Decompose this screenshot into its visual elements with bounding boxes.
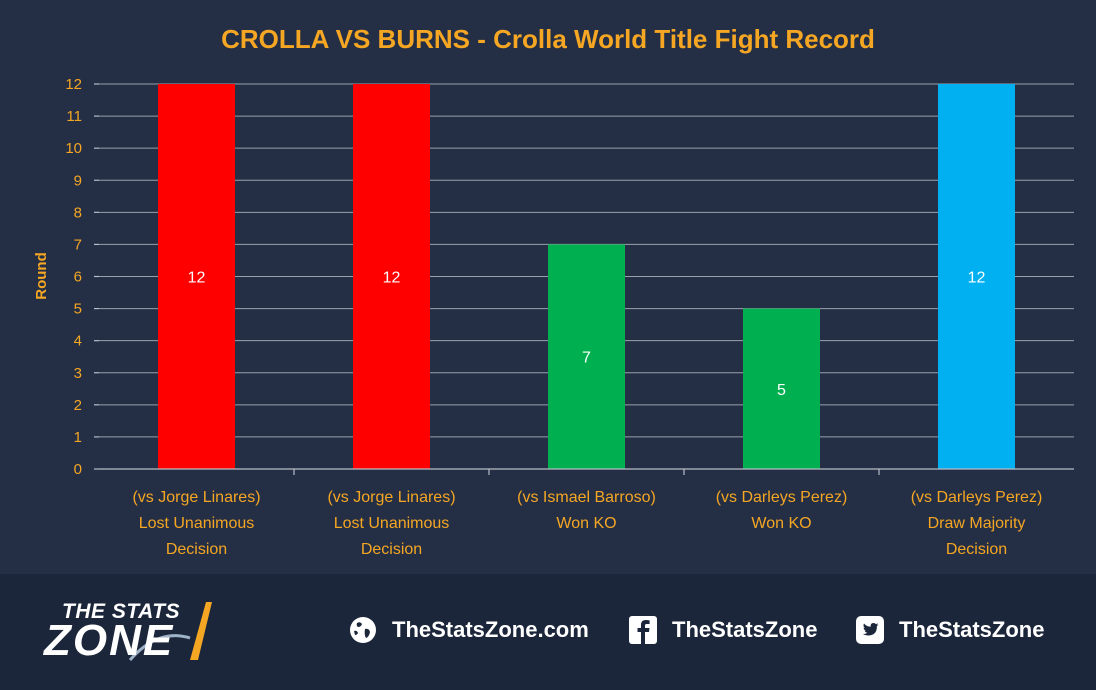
y-tick-label: 0 [74, 461, 82, 478]
x-category-label: Draw Majority [928, 515, 1026, 532]
bar-chart: CROLLA VS BURNS - Crolla World Title Fig… [33, 24, 1074, 558]
y-tick-label: 3 [74, 365, 82, 382]
bar-data-label: 12 [188, 270, 206, 287]
y-tick-label: 5 [74, 301, 82, 318]
y-tick-label: 8 [74, 204, 82, 221]
stats-zone-logo: THE STATS ZONE [40, 598, 240, 668]
y-tick-label: 7 [74, 236, 82, 253]
twitter-text: TheStatsZone [899, 617, 1045, 642]
bar [158, 84, 235, 469]
x-category-label: Decision [946, 541, 1007, 558]
y-tick-label: 6 [74, 269, 82, 286]
bar-data-label: 7 [582, 350, 591, 367]
x-category-label: (vs Ismael Barroso) [517, 489, 656, 506]
bar-data-label: 5 [777, 382, 786, 399]
y-tick-label: 9 [74, 172, 82, 189]
x-category-label: Lost Unanimous [139, 515, 255, 532]
logo-text-bottom: ZONE [44, 616, 175, 665]
x-axis-categories: (vs Jorge Linares) Lost Unanimous Decision… [132, 469, 1042, 558]
facebook-text: TheStatsZone [672, 617, 818, 642]
y-tick-label: 12 [65, 76, 82, 93]
y-tick-label: 4 [74, 333, 82, 350]
x-category-label: (vs Jorge Linares) [327, 489, 455, 506]
bars [158, 84, 1015, 469]
y-axis-label: Round [33, 252, 50, 299]
chart-panel: CROLLA VS BURNS - Crolla World Title Fig… [33, 24, 1074, 558]
x-category-label: Lost Unanimous [334, 515, 450, 532]
x-category-label: (vs Darleys Perez) [716, 489, 848, 506]
facebook-link[interactable]: TheStatsZone [628, 612, 817, 648]
website-text: TheStatsZone.com [392, 617, 589, 642]
x-category-label: Decision [166, 541, 227, 558]
x-category-label: Decision [361, 541, 422, 558]
chart-title: CROLLA VS BURNS - Crolla World Title Fig… [221, 24, 875, 54]
x-category-label: Won KO [751, 515, 811, 532]
bar-data-label: 12 [968, 270, 986, 287]
globe-icon [348, 615, 378, 645]
data-labels: 12 12 7 5 12 [188, 270, 986, 399]
bar-data-label: 12 [383, 270, 401, 287]
bar [353, 84, 430, 469]
footer-bar [0, 574, 1096, 690]
x-category-label: (vs Darleys Perez) [911, 489, 1043, 506]
logo-text-top: THE STATS [62, 600, 181, 623]
y-tick-label: 2 [74, 397, 82, 414]
website-link[interactable]: TheStatsZone.com [348, 612, 589, 648]
x-category-label: (vs Jorge Linares) [132, 489, 260, 506]
logo-swoosh-icon [128, 602, 212, 661]
twitter-icon [855, 615, 885, 645]
y-tick-label: 1 [74, 429, 82, 446]
bar [743, 308, 820, 469]
twitter-link[interactable]: TheStatsZone [855, 612, 1044, 648]
y-tick-label: 11 [66, 108, 82, 125]
facebook-icon [628, 615, 658, 645]
bar [548, 244, 625, 469]
x-category-label: Won KO [556, 515, 616, 532]
bar [938, 84, 1015, 469]
y-tick-label: 10 [65, 140, 82, 157]
